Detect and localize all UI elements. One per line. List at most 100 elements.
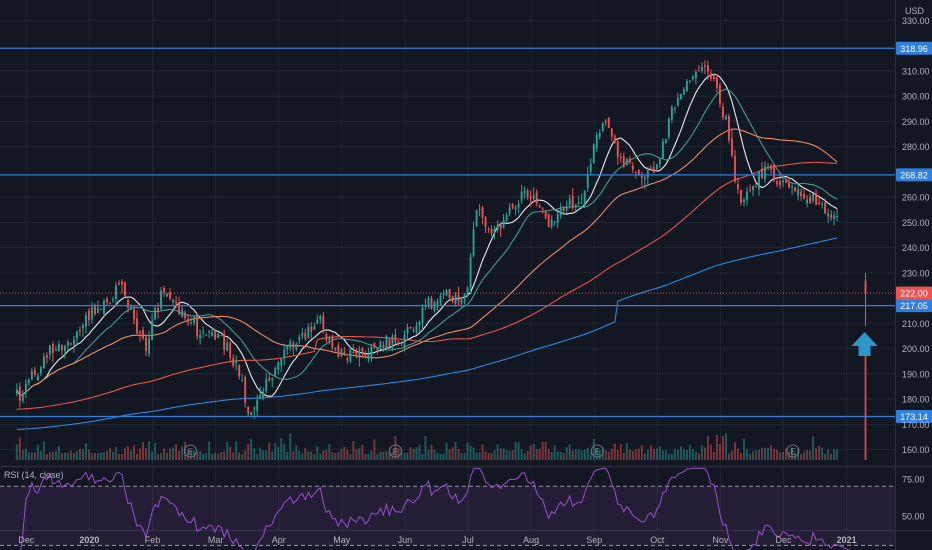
candle-body[interactable] (271, 377, 274, 380)
candle-body[interactable] (340, 349, 343, 357)
candle-body[interactable] (670, 107, 673, 120)
horizontal-levels[interactable]: 318.96 268.82 217.05 173.14 222.00 (0, 41, 932, 423)
candle-body[interactable] (376, 347, 379, 350)
candle-body[interactable] (54, 349, 57, 351)
candle-body[interactable] (265, 379, 268, 392)
candle-body[interactable] (436, 301, 439, 306)
candle-body[interactable] (292, 343, 295, 348)
candle-body[interactable] (322, 315, 325, 330)
candle-body[interactable] (646, 170, 649, 178)
candle-body[interactable] (385, 336, 388, 348)
candle-body[interactable] (770, 165, 772, 170)
candle-body[interactable] (187, 318, 190, 323)
candle-body[interactable] (235, 361, 238, 364)
candle-body[interactable] (655, 164, 658, 170)
candle-body[interactable] (685, 81, 688, 91)
candle-body[interactable] (815, 193, 818, 205)
candle-body[interactable] (27, 379, 30, 384)
candle-body[interactable] (661, 141, 664, 159)
candle-body[interactable] (313, 326, 316, 330)
candle-body[interactable] (571, 195, 574, 208)
candle-body[interactable] (346, 358, 349, 361)
candle-body[interactable] (253, 407, 256, 409)
candle-body[interactable] (475, 210, 478, 227)
candle-body[interactable] (367, 354, 370, 359)
candle-body[interactable] (415, 325, 418, 333)
candle-body[interactable] (472, 229, 475, 256)
candle-body[interactable] (256, 400, 259, 411)
candle-body[interactable] (583, 191, 586, 205)
candle-body[interactable] (118, 283, 120, 285)
candle-body[interactable] (797, 189, 800, 196)
candle-body[interactable] (72, 339, 75, 345)
candle-body[interactable] (568, 198, 571, 206)
candle-body[interactable] (355, 351, 358, 356)
candle-body[interactable] (328, 338, 331, 341)
candle-body[interactable] (442, 293, 445, 296)
candle-body[interactable] (352, 351, 355, 353)
candle-body[interactable] (181, 309, 184, 317)
candle-body[interactable] (343, 351, 346, 355)
candle-body[interactable] (232, 358, 235, 367)
candle-body[interactable] (247, 406, 250, 414)
candle-body[interactable] (812, 194, 815, 202)
candle-body[interactable] (833, 215, 836, 219)
candle-body[interactable] (740, 189, 742, 203)
candle-body[interactable] (391, 336, 394, 346)
candle-body[interactable] (619, 156, 622, 159)
candle-body[interactable] (358, 349, 361, 359)
candle-body[interactable] (818, 202, 821, 205)
candle-body[interactable] (613, 136, 616, 143)
candle-body[interactable] (734, 156, 736, 182)
candle-body[interactable] (85, 315, 87, 327)
candle-body[interactable] (580, 202, 583, 204)
candle-body[interactable] (217, 333, 220, 338)
candle-body[interactable] (565, 207, 568, 210)
candle-body[interactable] (21, 393, 24, 401)
candle-body[interactable] (722, 106, 724, 118)
candle-body[interactable] (758, 171, 760, 190)
candle-body[interactable] (553, 221, 556, 223)
candle-body[interactable] (57, 344, 60, 351)
candle-body[interactable] (250, 411, 253, 415)
candle-body[interactable] (337, 345, 340, 358)
candle-body[interactable] (682, 89, 685, 95)
candle-body[interactable] (100, 308, 102, 310)
candle-body[interactable] (289, 341, 292, 349)
candle-body[interactable] (160, 290, 162, 309)
candle-body[interactable] (688, 80, 691, 82)
candle-body[interactable] (719, 85, 721, 104)
candle-body[interactable] (643, 176, 646, 179)
candle-body[interactable] (283, 350, 286, 358)
candle-body[interactable] (109, 303, 111, 305)
candle-body[interactable] (208, 331, 211, 333)
candle-body[interactable] (154, 307, 156, 320)
candle-body[interactable] (592, 144, 595, 164)
candle-body[interactable] (190, 322, 193, 324)
candle-body[interactable] (622, 156, 625, 167)
candle-body[interactable] (430, 298, 433, 309)
candle-body[interactable] (725, 116, 727, 120)
candle-body[interactable] (538, 205, 541, 208)
candle-body[interactable] (226, 342, 229, 351)
candle-body[interactable] (202, 331, 205, 333)
candle-body[interactable] (821, 203, 824, 205)
rsi-pane[interactable] (0, 467, 895, 550)
candle-body[interactable] (66, 341, 69, 346)
candle-body[interactable] (502, 219, 505, 229)
candle-body[interactable] (764, 166, 766, 180)
candle-body[interactable] (761, 168, 763, 179)
candlesticks[interactable] (15, 60, 867, 420)
candle-body[interactable] (91, 306, 93, 320)
candle-body[interactable] (214, 330, 217, 340)
candle-body[interactable] (511, 203, 514, 208)
candle-body[interactable] (196, 314, 199, 337)
candle-body[interactable] (334, 347, 337, 350)
candle-body[interactable] (773, 164, 775, 181)
candle-body[interactable] (397, 340, 400, 342)
candle-body[interactable] (448, 289, 451, 299)
candle-body[interactable] (18, 386, 21, 401)
candle-body[interactable] (691, 76, 694, 80)
candle-body[interactable] (640, 175, 643, 178)
candle-body[interactable] (728, 116, 730, 141)
